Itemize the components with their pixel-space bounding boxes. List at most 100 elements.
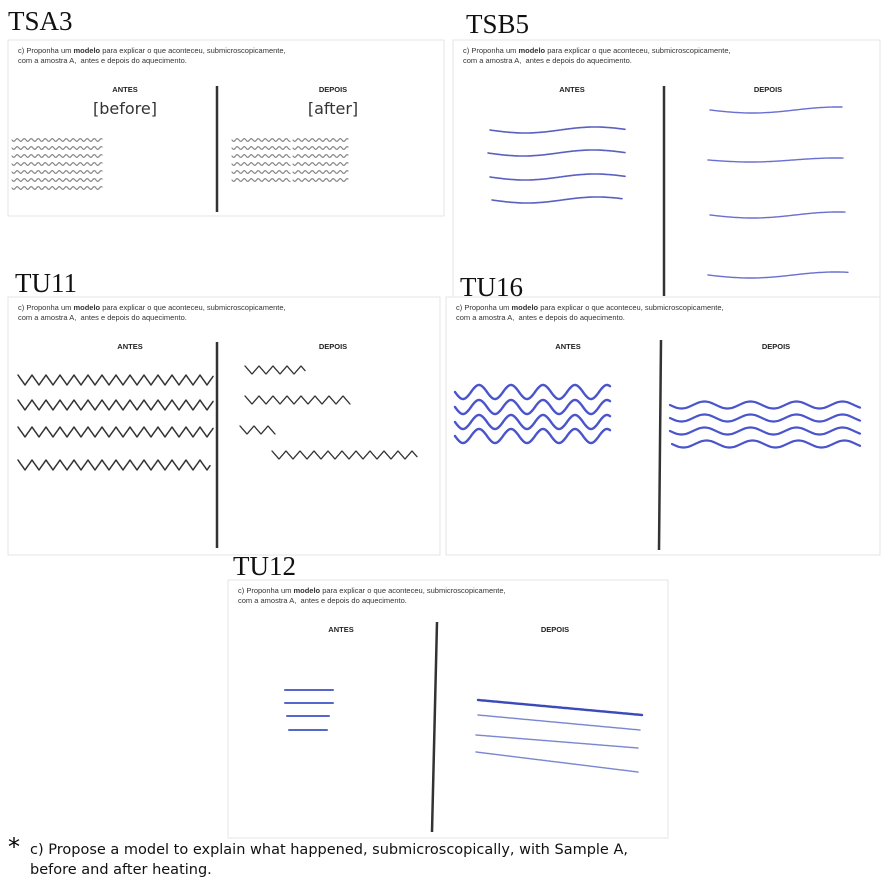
question-text: para explicar o que aconteceu, submicros… [538, 303, 724, 312]
drawn-molecule [11, 146, 103, 150]
after-heading: DEPOIS [754, 85, 782, 94]
divider [657, 339, 663, 551]
after-translation: [after] [308, 99, 358, 118]
question-line: com a amostra A, antes e depois do aquec… [463, 56, 632, 65]
drawn-molecule [239, 425, 276, 435]
drawn-molecule [707, 271, 849, 279]
before-heading: ANTES [112, 85, 137, 94]
question-bold: modelo [293, 586, 320, 595]
drawn-molecule [292, 154, 349, 158]
question-line: c) Proponha um modelo para explicar o qu… [463, 46, 731, 55]
panel [227, 579, 669, 839]
question-text: c) Proponha um [18, 303, 73, 312]
drawn-molecule [707, 157, 844, 163]
after-heading: DEPOIS [319, 342, 347, 351]
question-bold: modelo [73, 303, 100, 312]
question-line: com a amostra A, antes e depois do aquec… [238, 596, 407, 605]
drawn-molecule [292, 162, 349, 166]
question-text: c) Proponha um [456, 303, 511, 312]
drawn-molecule [17, 399, 214, 411]
panel-label: TU12 [233, 551, 296, 581]
drawn-molecule [476, 698, 644, 717]
panel-label: TSB5 [466, 9, 529, 39]
panel-label: TU16 [460, 272, 523, 302]
drawn-molecule [292, 138, 349, 142]
drawn-molecule [453, 398, 612, 416]
drawn-molecule [475, 734, 639, 749]
drawn-molecule [489, 126, 626, 134]
drawn-molecule [453, 413, 612, 431]
after-heading: DEPOIS [762, 342, 790, 351]
drawn-molecule [453, 383, 612, 401]
drawn-molecule [292, 170, 349, 174]
question-text: para explicar o que aconteceu, submicros… [320, 586, 506, 595]
question-line: com a amostra A, antes e depois do aquec… [18, 56, 187, 65]
drawn-molecule [668, 413, 862, 423]
question-bold: modelo [511, 303, 538, 312]
drawn-molecule [231, 162, 291, 166]
question-bold: modelo [518, 46, 545, 55]
question-bold: modelo [73, 46, 100, 55]
after-heading: DEPOIS [319, 85, 347, 94]
drawn-molecule [11, 186, 103, 190]
drawn-molecule [11, 138, 103, 142]
panel-label: TU11 [15, 268, 77, 298]
panel-label: TSA3 [8, 6, 73, 36]
drawn-molecule [475, 751, 639, 773]
drawn-molecule [231, 178, 291, 182]
caption-line: c) Propose a model to explain what happe… [30, 842, 628, 858]
question-line: c) Proponha um modelo para explicar o qu… [18, 46, 286, 55]
drawn-molecule [231, 138, 291, 142]
drawn-molecule [292, 146, 349, 150]
before-heading: ANTES [328, 625, 353, 634]
drawn-molecule [271, 450, 418, 460]
drawn-molecule [17, 426, 214, 438]
panel [7, 39, 445, 217]
before-translation: [before] [93, 99, 157, 118]
divider [430, 621, 439, 833]
drawn-molecule [17, 374, 214, 386]
question-line: c) Proponha um modelo para explicar o qu… [456, 303, 724, 312]
panel [7, 296, 441, 556]
drawn-molecule [487, 149, 626, 157]
question-text: para explicar o que aconteceu, submicros… [100, 46, 286, 55]
after-heading: DEPOIS [541, 625, 569, 634]
question-line: c) Proponha um modelo para explicar o qu… [18, 303, 286, 312]
drawn-molecule [489, 173, 626, 181]
caption-line: before and after heating. [30, 862, 212, 878]
question-text: c) Proponha um [463, 46, 518, 55]
panel [445, 296, 881, 556]
drawn-molecule [244, 395, 351, 405]
drawn-molecule [11, 162, 103, 166]
drawn-molecule [668, 426, 862, 436]
question-line: c) Proponha um modelo para explicar o qu… [238, 586, 506, 595]
question-text: para explicar o que aconteceu, submicros… [100, 303, 286, 312]
drawn-molecule [11, 170, 103, 174]
drawn-molecule [709, 106, 843, 114]
drawn-molecule [17, 459, 211, 471]
drawn-molecule [231, 154, 291, 158]
drawn-molecule [668, 400, 862, 410]
question-text: para explicar o que aconteceu, submicros… [545, 46, 731, 55]
caption-marker: * [8, 833, 20, 861]
drawn-molecule [491, 196, 623, 204]
drawn-molecule [670, 439, 862, 449]
drawn-molecule [231, 170, 291, 174]
drawn-molecule [453, 427, 612, 445]
panel [452, 39, 881, 303]
drawn-molecule [477, 714, 641, 731]
drawn-molecule [11, 154, 103, 158]
drawn-molecule [231, 146, 291, 150]
drawn-molecule [11, 178, 103, 182]
before-heading: ANTES [559, 85, 584, 94]
before-heading: ANTES [117, 342, 142, 351]
drawn-molecule [292, 178, 349, 182]
question-text: c) Proponha um [238, 586, 293, 595]
drawn-molecule [244, 365, 306, 375]
question-line: com a amostra A, antes e depois do aquec… [18, 313, 187, 322]
question-text: c) Proponha um [18, 46, 73, 55]
drawn-molecule [709, 211, 846, 219]
question-line: com a amostra A, antes e depois do aquec… [456, 313, 625, 322]
before-heading: ANTES [555, 342, 580, 351]
